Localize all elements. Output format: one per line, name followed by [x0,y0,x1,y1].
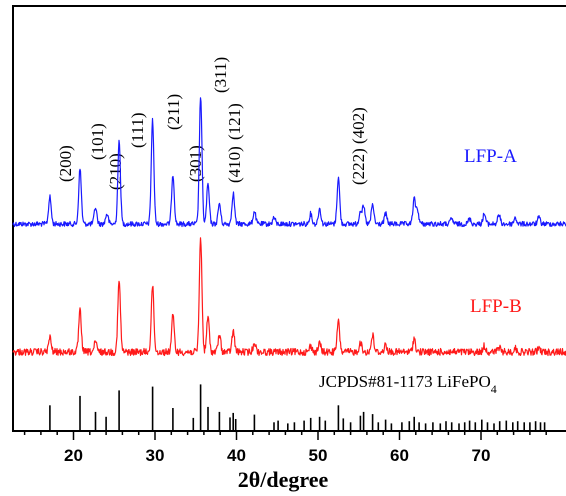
peak-label-222: (222) [349,148,368,185]
x-tick-label: 50 [309,446,328,465]
peak-label-211: (211) [164,94,183,130]
peak-label-410: (410) [225,146,244,183]
plot-frame [12,5,566,432]
x-tick-label: 70 [472,446,491,465]
peak-label-101: (101) [88,123,107,160]
x-tick-label: 40 [227,446,246,465]
peak-label-311: (311) [211,57,230,93]
reference-lines [49,384,546,430]
x-tick-label: 60 [390,446,409,465]
peak-labels: (200) (101) (210) (111) (211) (301) (311… [56,57,368,190]
peak-label-121: (121) [225,103,244,140]
series-label-lfp-a: LFP-A [464,146,517,167]
x-tick-label: 30 [146,446,165,465]
series-label-lfp-b: LFP-B [470,296,522,317]
peak-label-210: (210) [106,153,125,190]
reference-label: JCPDS#81-1173 LiFePO4 [319,372,497,396]
series-line-lfp-b [12,237,566,357]
x-axis-ticks: 20 30 40 50 60 70 [23,431,547,465]
peak-label-301: (301) [186,145,205,182]
peak-label-402: (402) [349,107,368,144]
reference-label-name: JCPDS#81-1173 LiFePO [319,372,491,391]
series-line-lfp-a [12,97,566,228]
x-axis-title: 2θ/degree [238,467,329,492]
reference-label-subscript: 4 [491,382,497,396]
peak-label-111: (111) [128,112,147,148]
peak-label-200: (200) [56,145,75,182]
x-tick-label: 20 [64,446,83,465]
